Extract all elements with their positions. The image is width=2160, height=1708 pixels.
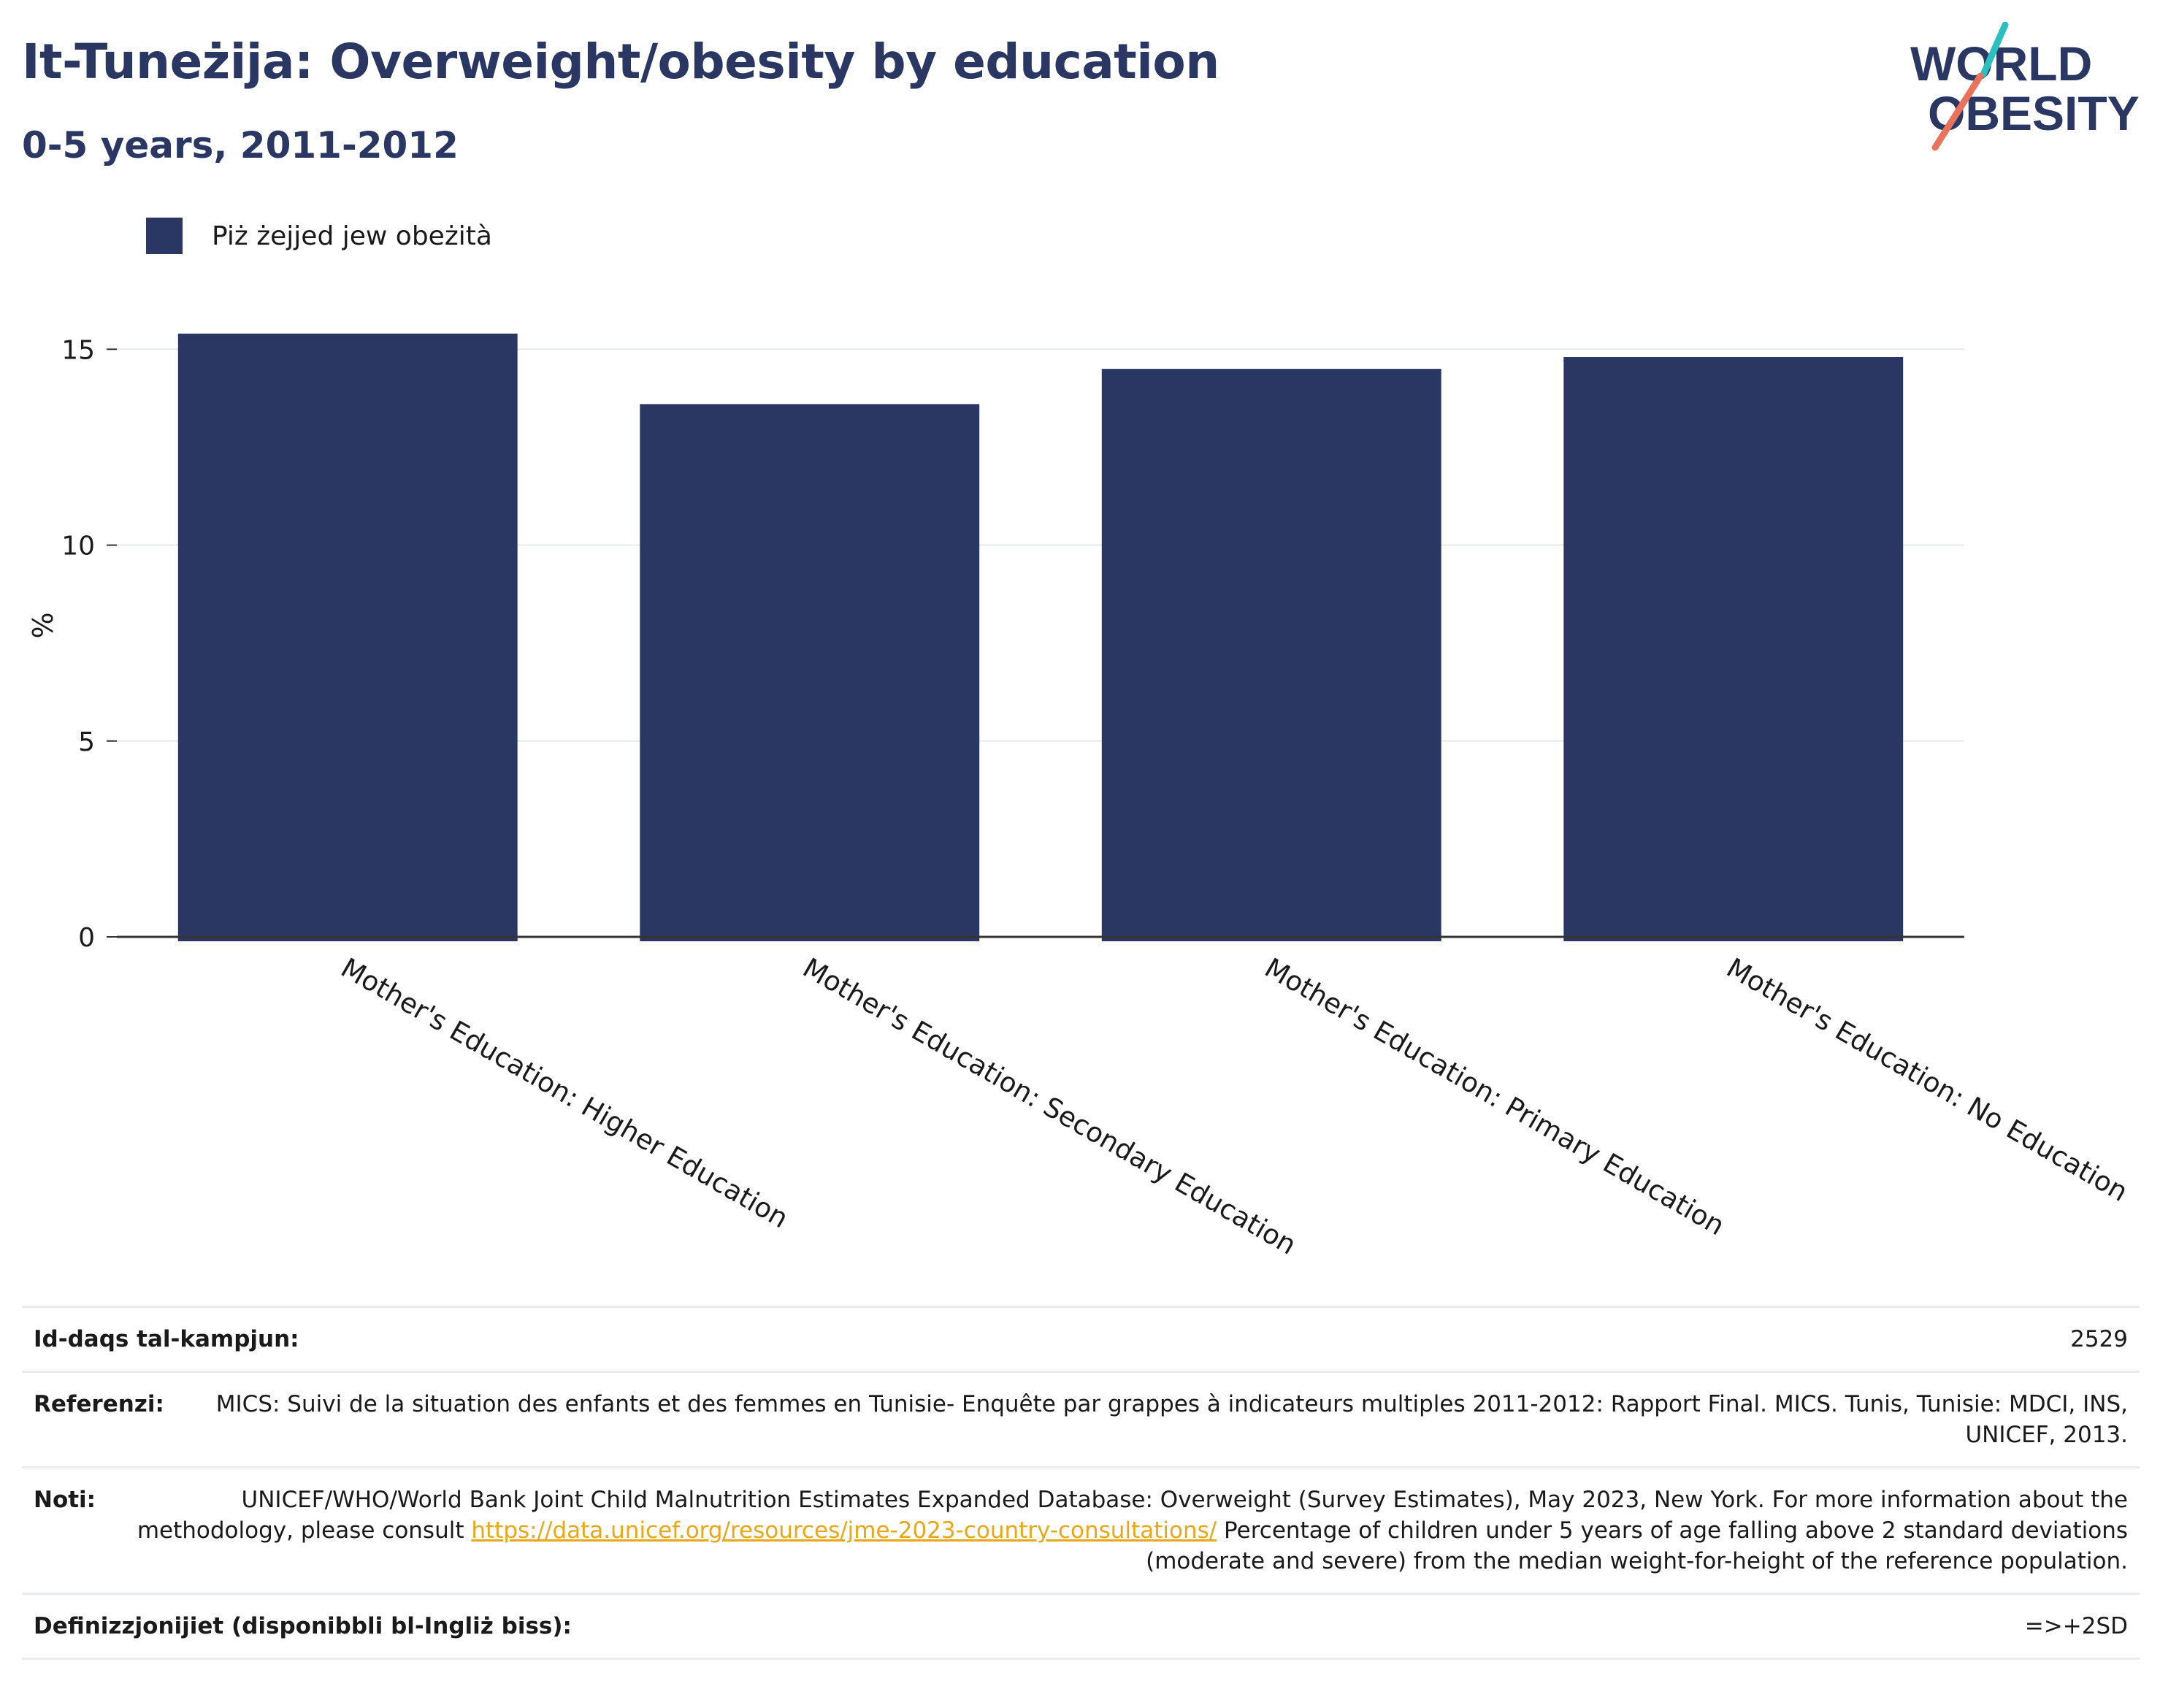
bars: [177, 333, 1904, 941]
info-label-definitions: Definizzjonijiet (disponibbli bl-Ingliż …: [34, 1613, 572, 1639]
bar-1: [177, 333, 518, 941]
y-tick-labels: 0 5 10 15: [61, 335, 117, 953]
logo-slash-teal: [1980, 22, 2009, 78]
x-tick-label-3: Mother's Education: Primary Education: [1260, 952, 1730, 1242]
info-label-references: Referenzi:: [34, 1391, 164, 1417]
info-row-sample-size: Id-daqs tal-kampjun: 2529: [22, 1306, 2140, 1371]
x-tick-labels: Mother's Education: Higher Education Moth…: [336, 952, 2133, 1261]
info-value-definitions: =>+2SD: [2024, 1613, 2128, 1639]
x-tick-label-2: Mother's Education: Secondary Education: [797, 952, 1301, 1261]
chart-title: It-Tuneżija: Overweight/obesity by educa…: [22, 34, 1219, 90]
info-value-references: MICS: Suivi de la situation des enfants …: [215, 1391, 2128, 1448]
legend-label: Piż żejjed jew obeżità: [212, 221, 492, 251]
bar-4: [1563, 357, 1904, 941]
x-tick-label-4: Mother's Education: No Education: [1721, 952, 2133, 1208]
bar-3: [1101, 369, 1441, 941]
y-tick-label-5: 5: [78, 727, 95, 757]
info-label-notes: Noti:: [34, 1487, 96, 1513]
info-label-sample-size: Id-daqs tal-kampjun:: [34, 1326, 299, 1352]
x-tick-label-1: Mother's Education: Higher Education: [336, 952, 794, 1235]
info-row-notes: Noti: UNICEF/WHO/World Bank Joint Child …: [22, 1466, 2140, 1593]
logo-line1: WORLD: [1910, 37, 2092, 91]
notes-text-after: Percentage of children under 5 years of …: [1146, 1517, 2128, 1574]
notes-text-before: UNICEF/WHO/World Bank Joint Child Malnut…: [137, 1487, 2128, 1544]
info-value-sample-size: 2529: [2070, 1326, 2128, 1352]
chart-subtitle: 0-5 years, 2011-2012: [22, 124, 459, 166]
bar-2: [640, 404, 980, 941]
logo-line2: OBESITY: [1928, 86, 2140, 140]
logo-slash-coral: [1931, 72, 1984, 151]
info-row-definitions: Definizzjonijiet (disponibbli bl-Ingliż …: [22, 1593, 2140, 1660]
y-axis-label: %: [27, 612, 59, 638]
y-tick-label-10: 10: [61, 532, 95, 562]
methodology-link[interactable]: https://data.unicef.org/resources/jme-20…: [471, 1517, 1217, 1544]
legend-swatch: [146, 218, 183, 254]
y-tick-label-0: 0: [78, 923, 95, 953]
info-row-references: Referenzi: MICS: Suivi de la situation d…: [22, 1371, 2140, 1466]
y-tick-label-15: 15: [61, 335, 95, 365]
info-value-notes: UNICEF/WHO/World Bank Joint Child Malnut…: [125, 1485, 2128, 1577]
info-table: Id-daqs tal-kampjun: 2529 Referenzi: MIC…: [22, 1306, 2140, 1660]
legend: Piż żejjed jew obeżità: [146, 218, 492, 254]
bar-chart: 0 5 10 15 Mother's Education: Higher Educat…: [27, 333, 2133, 1261]
world-obesity-logo: WORLD OBESITY: [1910, 22, 2140, 151]
